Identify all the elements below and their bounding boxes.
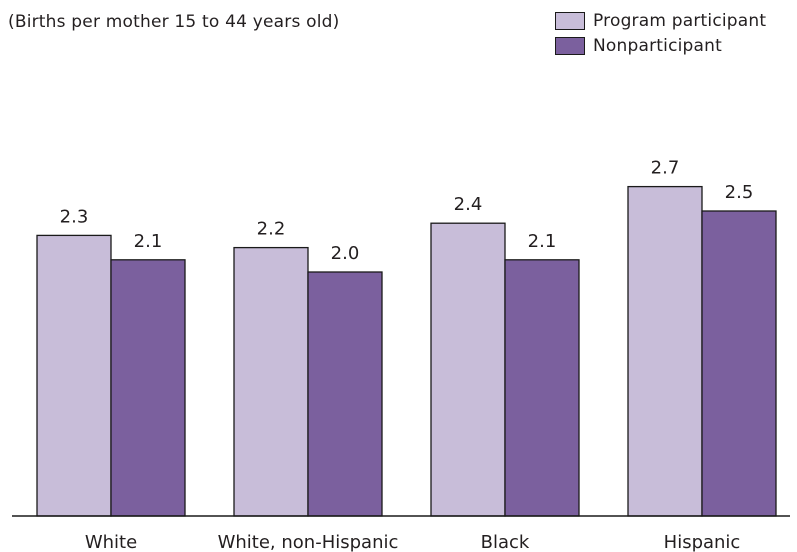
legend-item-nonparticipant: Nonparticipant: [555, 35, 766, 57]
data-label-black-program-participant: 2.4: [454, 194, 483, 215]
bar-white-program-participant: [36, 234, 112, 517]
bar-hispanic-nonparticipant: [701, 210, 777, 517]
data-label-hispanic-program-participant: 2.7: [651, 158, 680, 179]
bar-white-non-hispanic-program-participant: [233, 246, 309, 517]
bar-hispanic-program-participant: [627, 185, 703, 517]
legend-item-program-participant: Program participant: [555, 10, 766, 32]
data-label-hispanic-nonparticipant: 2.5: [725, 182, 754, 203]
bar-white-non-hispanic-nonparticipant: [307, 271, 383, 517]
category-label-black: Black: [481, 532, 530, 552]
data-label-white-non-hispanic-program-participant: 2.2: [257, 219, 286, 240]
data-label-white-non-hispanic-nonparticipant: 2.0: [331, 243, 360, 264]
chart-subtitle: (Births per mother 15 to 44 years old): [8, 12, 340, 32]
bar-black-program-participant: [430, 222, 506, 517]
data-label-white-nonparticipant: 2.1: [134, 231, 163, 252]
data-label-black-nonparticipant: 2.1: [528, 231, 557, 252]
category-label-hispanic: Hispanic: [664, 532, 741, 552]
legend-label-nonparticipant: Nonparticipant: [593, 36, 722, 56]
legend-swatch-program-participant: [555, 12, 585, 30]
category-label-white: White: [85, 532, 137, 552]
chart-legend: Program participant Nonparticipant: [555, 10, 766, 60]
category-label-white-non-hispanic: White, non-Hispanic: [218, 532, 399, 552]
bar-black-nonparticipant: [504, 259, 580, 517]
legend-label-program-participant: Program participant: [593, 11, 767, 31]
data-label-white-program-participant: 2.3: [60, 206, 89, 227]
bar-white-nonparticipant: [110, 259, 186, 517]
legend-swatch-nonparticipant: [555, 37, 585, 55]
